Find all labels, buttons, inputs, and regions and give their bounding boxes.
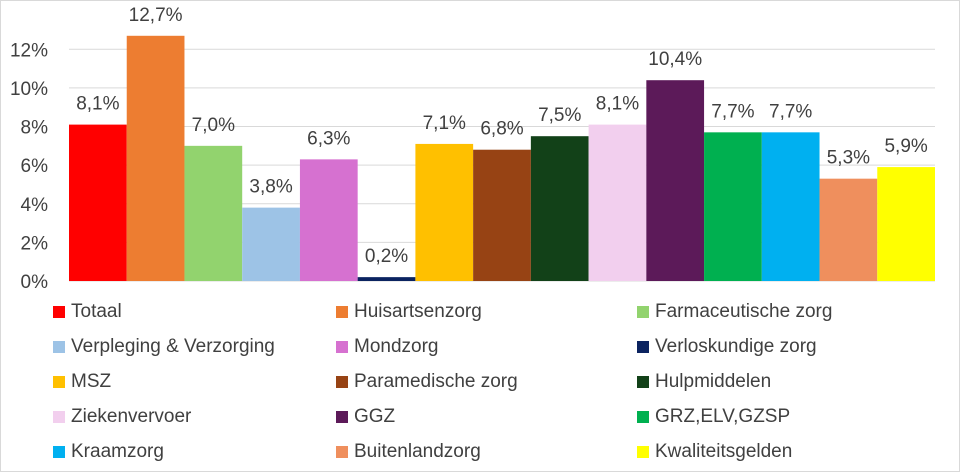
data-label: 0,2% — [365, 246, 408, 267]
legend-label: GGZ — [354, 406, 396, 427]
y-axis: 0% 2% 4% 6% 8% 10% 12% — [10, 40, 48, 293]
legend-swatch — [53, 411, 65, 423]
legend-item: Ziekenvervoer — [53, 405, 336, 429]
data-label: 7,7% — [711, 101, 754, 122]
legend-label: Buitenlandzorg — [354, 441, 481, 462]
legend-item: Mondzorg — [336, 335, 637, 359]
legend-item: Buitenlandzorg — [336, 440, 637, 464]
legend-swatch — [637, 446, 649, 458]
legend-item: Verloskundige zorg — [637, 335, 933, 359]
legend-label: GRZ,ELV,GZSP — [655, 406, 791, 427]
y-tick-label: 0% — [21, 272, 49, 293]
data-label: 7,7% — [769, 101, 812, 122]
bar-hulpmiddelen — [530, 136, 589, 281]
legend: Totaal Huisartsenzorg Farmaceutische zorg V… — [53, 300, 933, 464]
legend-swatch — [336, 411, 348, 423]
legend-label: Verpleging & Verzorging — [71, 336, 275, 357]
y-tick-label: 8% — [21, 118, 49, 139]
legend-swatch — [53, 341, 65, 353]
data-label: 8,1% — [76, 94, 119, 115]
data-labels: 8,1% 12,7% 7,0% 3,8% 6,3% 0,2% 7,1% 6,8% 7,5% 8,1… — [76, 5, 928, 267]
data-label: 10,4% — [648, 49, 702, 70]
bar-verpleging-verzorging — [242, 207, 300, 281]
legend-swatch — [637, 306, 649, 318]
legend-label: Mondzorg — [354, 336, 439, 357]
bar-ggz — [646, 80, 705, 281]
legend-label: Hulpmiddelen — [655, 371, 772, 392]
legend-label: Totaal — [71, 301, 122, 322]
y-tick-label: 6% — [21, 156, 49, 177]
data-label: 3,8% — [249, 177, 292, 198]
legend-swatch — [336, 446, 348, 458]
legend-swatch — [336, 376, 348, 388]
data-label: 5,3% — [827, 148, 870, 169]
data-label: 7,5% — [538, 105, 581, 126]
bar-paramedische-zorg — [473, 149, 531, 281]
y-tick-label: 10% — [10, 79, 48, 100]
legend-swatch — [53, 446, 65, 458]
legend-label: Verloskundige zorg — [655, 336, 817, 357]
bar-farmaceutische-zorg — [184, 145, 243, 281]
bar-msz — [415, 143, 474, 281]
legend-swatch — [637, 341, 649, 353]
data-label: 8,1% — [596, 94, 639, 115]
legend-label: Kraamzorg — [71, 441, 164, 462]
bar-buitenlandzorg — [819, 178, 878, 281]
legend-item: Huisartsenzorg — [336, 300, 637, 324]
legend-label: Ziekenvervoer — [71, 406, 192, 427]
data-label: 12,7% — [129, 5, 183, 26]
legend-item: Farmaceutische zorg — [637, 300, 933, 324]
bar-totaal — [69, 124, 127, 281]
y-tick-label: 12% — [10, 40, 48, 61]
legend-item: MSZ — [53, 370, 336, 394]
bar-kwaliteitsgelden — [877, 167, 935, 281]
bar-grz-elv-gzsp — [704, 132, 762, 281]
y-tick-label: 4% — [21, 195, 49, 216]
legend-item: Kwaliteitsgelden — [637, 440, 933, 464]
data-label: 5,9% — [884, 136, 927, 157]
bar-mondzorg — [299, 159, 358, 281]
legend-swatch — [637, 411, 649, 423]
legend-swatch — [336, 341, 348, 353]
legend-swatch — [53, 376, 65, 388]
legend-swatch — [637, 376, 649, 388]
bars — [69, 35, 935, 281]
legend-item: Hulpmiddelen — [637, 370, 933, 394]
bar-ziekenvervoer — [588, 124, 647, 281]
legend-item: Verpleging & Verzorging — [53, 335, 336, 359]
legend-item: Kraamzorg — [53, 440, 336, 464]
legend-swatch — [336, 306, 348, 318]
legend-label: Farmaceutische zorg — [655, 301, 833, 322]
bar-huisartsenzorg — [126, 35, 185, 281]
legend-item: GGZ — [336, 405, 637, 429]
legend-label: Huisartsenzorg — [354, 301, 482, 322]
legend-item: GRZ,ELV,GZSP — [637, 405, 933, 429]
bar-verloskundige-zorg — [357, 277, 416, 281]
bar-kraamzorg — [761, 132, 820, 281]
legend-label: Kwaliteitsgelden — [655, 441, 793, 462]
y-tick-label: 2% — [21, 233, 49, 254]
legend-item: Paramedische zorg — [336, 370, 637, 394]
legend-label: Paramedische zorg — [354, 371, 518, 392]
legend-label: MSZ — [71, 371, 112, 392]
data-label: 7,0% — [192, 115, 235, 136]
data-label: 7,1% — [423, 113, 466, 134]
legend-swatch — [53, 306, 65, 318]
legend-item: Totaal — [53, 300, 336, 324]
data-label: 6,8% — [480, 119, 523, 140]
data-label: 6,3% — [307, 128, 350, 149]
